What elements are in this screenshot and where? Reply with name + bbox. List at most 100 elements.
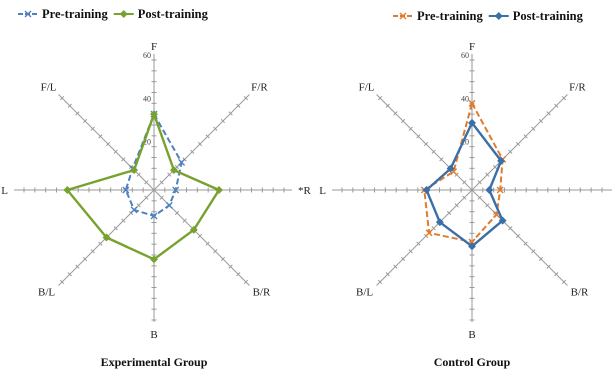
axis-label-F/R: F/R <box>251 82 268 94</box>
axis-tick <box>243 279 249 285</box>
axis-tick <box>144 195 149 200</box>
axis-tick <box>82 118 88 124</box>
axis-tick <box>393 264 398 269</box>
data-point <box>165 201 173 209</box>
radar-chart-1: 204060FF/RRB/RBB/LLF/LPre-trainingPost-t… <box>319 9 612 369</box>
axis-tick <box>416 241 421 246</box>
axis-tick <box>515 233 521 239</box>
data-point <box>468 99 476 107</box>
radar-chart-0: 20 40 60F F/R *R B/R B B/L L F/L Pre-training Post-… <box>1 7 311 369</box>
axis-tick <box>554 272 559 277</box>
chart-title: Experimental Group <box>101 355 208 369</box>
axis-tick <box>136 203 141 208</box>
data-point <box>150 255 158 264</box>
axis-tick <box>159 180 164 185</box>
axis-tick <box>416 134 421 139</box>
axis-tick <box>159 195 164 200</box>
axis-tick <box>59 95 65 101</box>
axis-tick <box>90 249 95 254</box>
axis-F/L <box>376 94 473 191</box>
axis-tick <box>554 103 559 108</box>
data-point <box>496 186 504 194</box>
axis-tick <box>462 180 467 185</box>
series-line-post-training <box>425 121 504 248</box>
axis-tick <box>243 95 249 101</box>
data-point <box>446 164 455 173</box>
data-point <box>172 186 180 194</box>
axis-tick <box>75 111 80 116</box>
axis-tick <box>523 134 528 139</box>
axis-tick <box>121 157 126 162</box>
axis-tick <box>67 272 72 277</box>
axis-tick <box>477 195 482 200</box>
axis-tick <box>121 218 126 223</box>
axis-tick <box>98 134 103 139</box>
axis-B/R <box>471 189 568 286</box>
axis-F/R <box>153 94 250 191</box>
data-point <box>122 186 130 194</box>
legend-entry-pre-training: Pre-training <box>393 9 483 23</box>
axis-tick <box>377 279 383 285</box>
axis-tick <box>538 256 544 262</box>
axis-label-B: B <box>150 329 157 341</box>
axis-tick <box>385 272 390 277</box>
axis-B/L <box>376 189 473 286</box>
axis-label-B/L: B/L <box>38 286 55 298</box>
tick-label-40: 40 <box>461 94 469 103</box>
axis-tick <box>136 172 141 177</box>
axis-tick <box>462 195 467 200</box>
axis-tick <box>190 149 195 154</box>
axis-tick <box>485 172 490 177</box>
data-point <box>63 186 72 194</box>
axis-tick <box>492 164 498 170</box>
axis-tick <box>439 157 444 162</box>
axis-tick <box>400 118 406 124</box>
axis-tick <box>538 118 544 124</box>
axis-tick <box>144 180 149 185</box>
axis-label-B/R: B/R <box>253 286 271 298</box>
axis-label-F/L: F/L <box>41 82 57 94</box>
axis-tick <box>508 226 513 231</box>
series-line-pre-training <box>423 102 504 243</box>
axis-tick <box>431 149 436 154</box>
axis-label-B/L: B/L <box>356 286 373 298</box>
legend-label: Pre-training <box>42 7 108 21</box>
axis-tick <box>213 126 218 131</box>
data-point <box>498 216 507 225</box>
axis-tick <box>59 279 65 285</box>
axis-tick <box>408 126 413 131</box>
axis-tick <box>515 141 521 147</box>
axis-tick <box>531 249 536 254</box>
axis-tick <box>561 279 567 285</box>
axis-tick <box>174 210 180 216</box>
data-point <box>422 186 431 194</box>
data-point <box>189 225 198 234</box>
axis-label-L: L <box>319 185 326 197</box>
axis-tick <box>128 210 134 216</box>
axis-label-B/R: B/R <box>571 286 589 298</box>
axis-tick <box>90 126 95 131</box>
axis-tick <box>205 241 210 246</box>
tick-label-60: 60 <box>143 51 151 60</box>
axis-label-B: B <box>468 329 475 341</box>
tick-label-60: 60 <box>461 51 469 60</box>
axis-F/L <box>58 94 155 191</box>
data-point <box>468 242 476 251</box>
axis-F/R <box>471 94 568 191</box>
legend-label: Post-training <box>513 9 584 23</box>
data-point <box>215 186 223 194</box>
axis-tick <box>174 164 180 170</box>
axis-tick <box>113 226 118 231</box>
axis-tick <box>82 256 88 262</box>
chart-title: Control Group <box>434 355 511 369</box>
axis-tick <box>67 103 72 108</box>
legend-entry-post-training: Post-training <box>113 7 209 21</box>
axis-label-R: *R <box>298 185 312 197</box>
axis-tick <box>431 226 436 231</box>
data-point <box>150 110 158 119</box>
axis-tick <box>236 103 241 108</box>
tick-label-40: 40 <box>143 94 151 103</box>
series-line-post-training <box>66 112 221 261</box>
axis-tick <box>485 203 490 208</box>
